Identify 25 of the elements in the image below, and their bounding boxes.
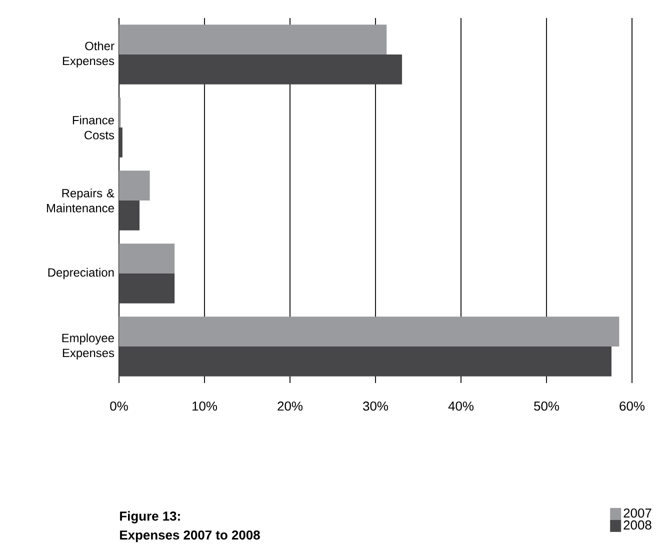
x-tick-label: 0% [110, 402, 128, 411]
y-tick-label: Finance Costs [72, 116, 114, 140]
x-tick-label: 60% [620, 402, 645, 411]
x-tick-label: 40% [448, 402, 474, 411]
bar [119, 346, 612, 376]
bar [119, 273, 175, 304]
bar [119, 244, 175, 274]
bar [119, 200, 140, 230]
x-tick-label: 20% [278, 402, 303, 411]
bar [119, 54, 402, 84]
bar [119, 24, 387, 54]
text: Expenses 2007 to 2008 [120, 530, 260, 542]
bar [119, 316, 620, 346]
bar [119, 170, 150, 200]
y-tick-label: Other Expenses [62, 41, 114, 68]
bar [119, 127, 122, 158]
x-tick-label: 30% [363, 402, 388, 411]
y-tick-label: Repairs & Maintenance [47, 188, 114, 212]
x-tick-label: 50% [534, 402, 560, 411]
legend-label: 2008 [624, 520, 652, 530]
legend-label: 2007 [624, 508, 652, 518]
text: Figure 13: [120, 511, 180, 524]
y-tick-label: Depreciation [48, 268, 114, 280]
y-tick-label: Employee Expenses [62, 333, 114, 360]
x-tick-label: 10% [192, 402, 218, 411]
